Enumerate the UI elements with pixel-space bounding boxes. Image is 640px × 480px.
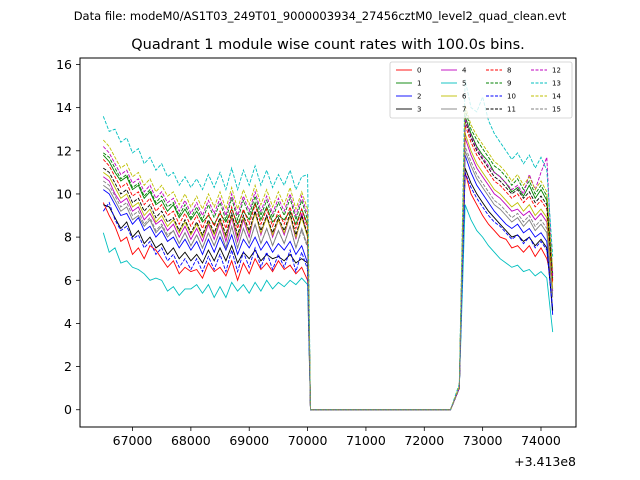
- legend-label-12: 12: [552, 67, 561, 75]
- series-line-11: [103, 120, 554, 411]
- legend-label-6: 6: [462, 93, 467, 101]
- series-line-12: [102, 118, 554, 411]
- y-tick-label: 10: [56, 186, 72, 201]
- legend-label-8: 8: [507, 67, 511, 75]
- y-tick-label: 12: [56, 143, 72, 158]
- series-line-15: [103, 146, 554, 411]
- y-tick-label: 14: [56, 100, 72, 115]
- series-line-4: [103, 137, 554, 411]
- legend-box: [389, 61, 573, 119]
- chart-title: Quadrant 1 module wise count rates with …: [131, 37, 525, 53]
- series-line-10: [102, 172, 554, 411]
- x-offset-label: +3.413e8: [514, 454, 576, 469]
- legend-label-7: 7: [462, 106, 466, 114]
- legend-label-1: 1: [417, 80, 421, 88]
- series-line-0: [102, 172, 554, 411]
- y-tick-label: 6: [64, 273, 72, 288]
- x-tick-label: 69000: [229, 433, 269, 448]
- x-tick-label: 74000: [521, 433, 561, 448]
- legend-label-13: 13: [552, 80, 561, 88]
- series-line-13: [102, 79, 554, 411]
- legend-label-10: 10: [507, 93, 516, 101]
- y-tick-label: 8: [64, 230, 72, 245]
- series-line-1: [102, 116, 554, 411]
- y-tick-label: 4: [64, 316, 72, 331]
- legend-label-3: 3: [417, 106, 421, 114]
- series-line-2: [103, 154, 554, 411]
- legend-label-9: 9: [507, 80, 511, 88]
- plot-area: [102, 79, 554, 411]
- axes-frame: [79, 57, 577, 428]
- legend-label-4: 4: [462, 67, 467, 75]
- series-line-6: [103, 133, 554, 411]
- legend-label-5: 5: [462, 80, 466, 88]
- x-tick-label: 70000: [288, 433, 328, 448]
- series-line-14: [102, 105, 554, 411]
- series-line-7: [103, 150, 554, 411]
- y-tick-label: 2: [64, 359, 72, 374]
- x-tick-label: 71000: [346, 433, 386, 448]
- series-line-5: [102, 204, 554, 411]
- data-file-label: Data file: modeM0/AS1T03_249T01_90000039…: [74, 9, 567, 23]
- legend-label-2: 2: [417, 93, 421, 101]
- legend-label-11: 11: [507, 106, 516, 114]
- series-line-9: [103, 109, 554, 411]
- x-tick-label: 72000: [404, 433, 444, 448]
- y-tick-label: 0: [64, 402, 72, 417]
- x-tick-label: 68000: [171, 433, 211, 448]
- legend-label-14: 14: [552, 93, 561, 101]
- legend-label-0: 0: [417, 67, 421, 75]
- series-line-8: [102, 124, 554, 411]
- y-tick-label: 16: [56, 57, 72, 72]
- x-tick-label: 67000: [113, 433, 153, 448]
- axis-ticks: 67000 68000 69000 70000 71000 72000 73000 74000…: [56, 57, 561, 448]
- x-tick-label: 73000: [463, 433, 503, 448]
- legend-label-15: 15: [552, 106, 561, 114]
- series-line-3: [103, 167, 554, 411]
